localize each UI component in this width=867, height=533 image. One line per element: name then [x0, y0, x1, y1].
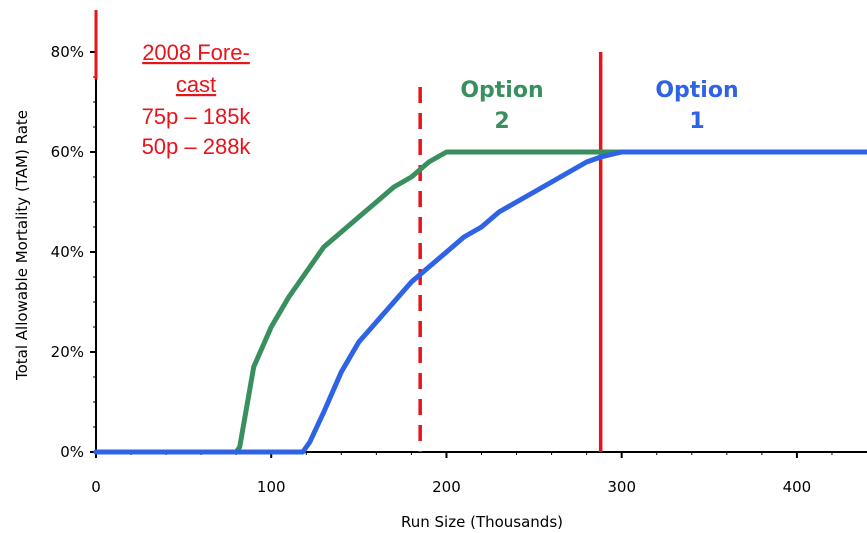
y-ticks: 0% 20% 40% 60% 80%	[51, 43, 96, 461]
forecast-line3: 75p – 185k	[142, 104, 252, 129]
forecast-line2: cast	[176, 72, 216, 97]
forecast-lines	[94, 10, 603, 452]
y-tick-label: 60%	[51, 143, 84, 161]
x-axis-title: Run Size (Thousands)	[401, 513, 563, 531]
y-tick-label: 0%	[60, 443, 84, 461]
x-tick-label: 200	[432, 478, 461, 496]
y-tick-label: 80%	[51, 43, 84, 61]
y-tick-label: 40%	[51, 243, 84, 261]
x-tick-label: 100	[257, 478, 286, 496]
series-line-option-2	[93, 149, 867, 455]
x-tick-label: 300	[607, 478, 636, 496]
x-tick-label: 400	[783, 478, 812, 496]
x-ticks: 0 100 200 300 400	[91, 452, 833, 496]
series-lines	[93, 149, 867, 455]
forecast-line1: 2008 Fore-	[142, 40, 250, 65]
series-line-option-1	[93, 149, 867, 455]
y-axis-title: Total Allowable Mortality (TAM) Rate	[13, 110, 31, 381]
option1-label-line1: Option	[655, 78, 738, 103]
option2-label-line2: 2	[494, 109, 509, 134]
forecast-line4: 50p – 288k	[142, 134, 252, 159]
option2-label-line1: Option	[460, 78, 543, 103]
y-tick-label: 20%	[51, 343, 84, 361]
option1-label-line2: 1	[689, 109, 704, 134]
x-tick-label: 0	[91, 478, 101, 496]
